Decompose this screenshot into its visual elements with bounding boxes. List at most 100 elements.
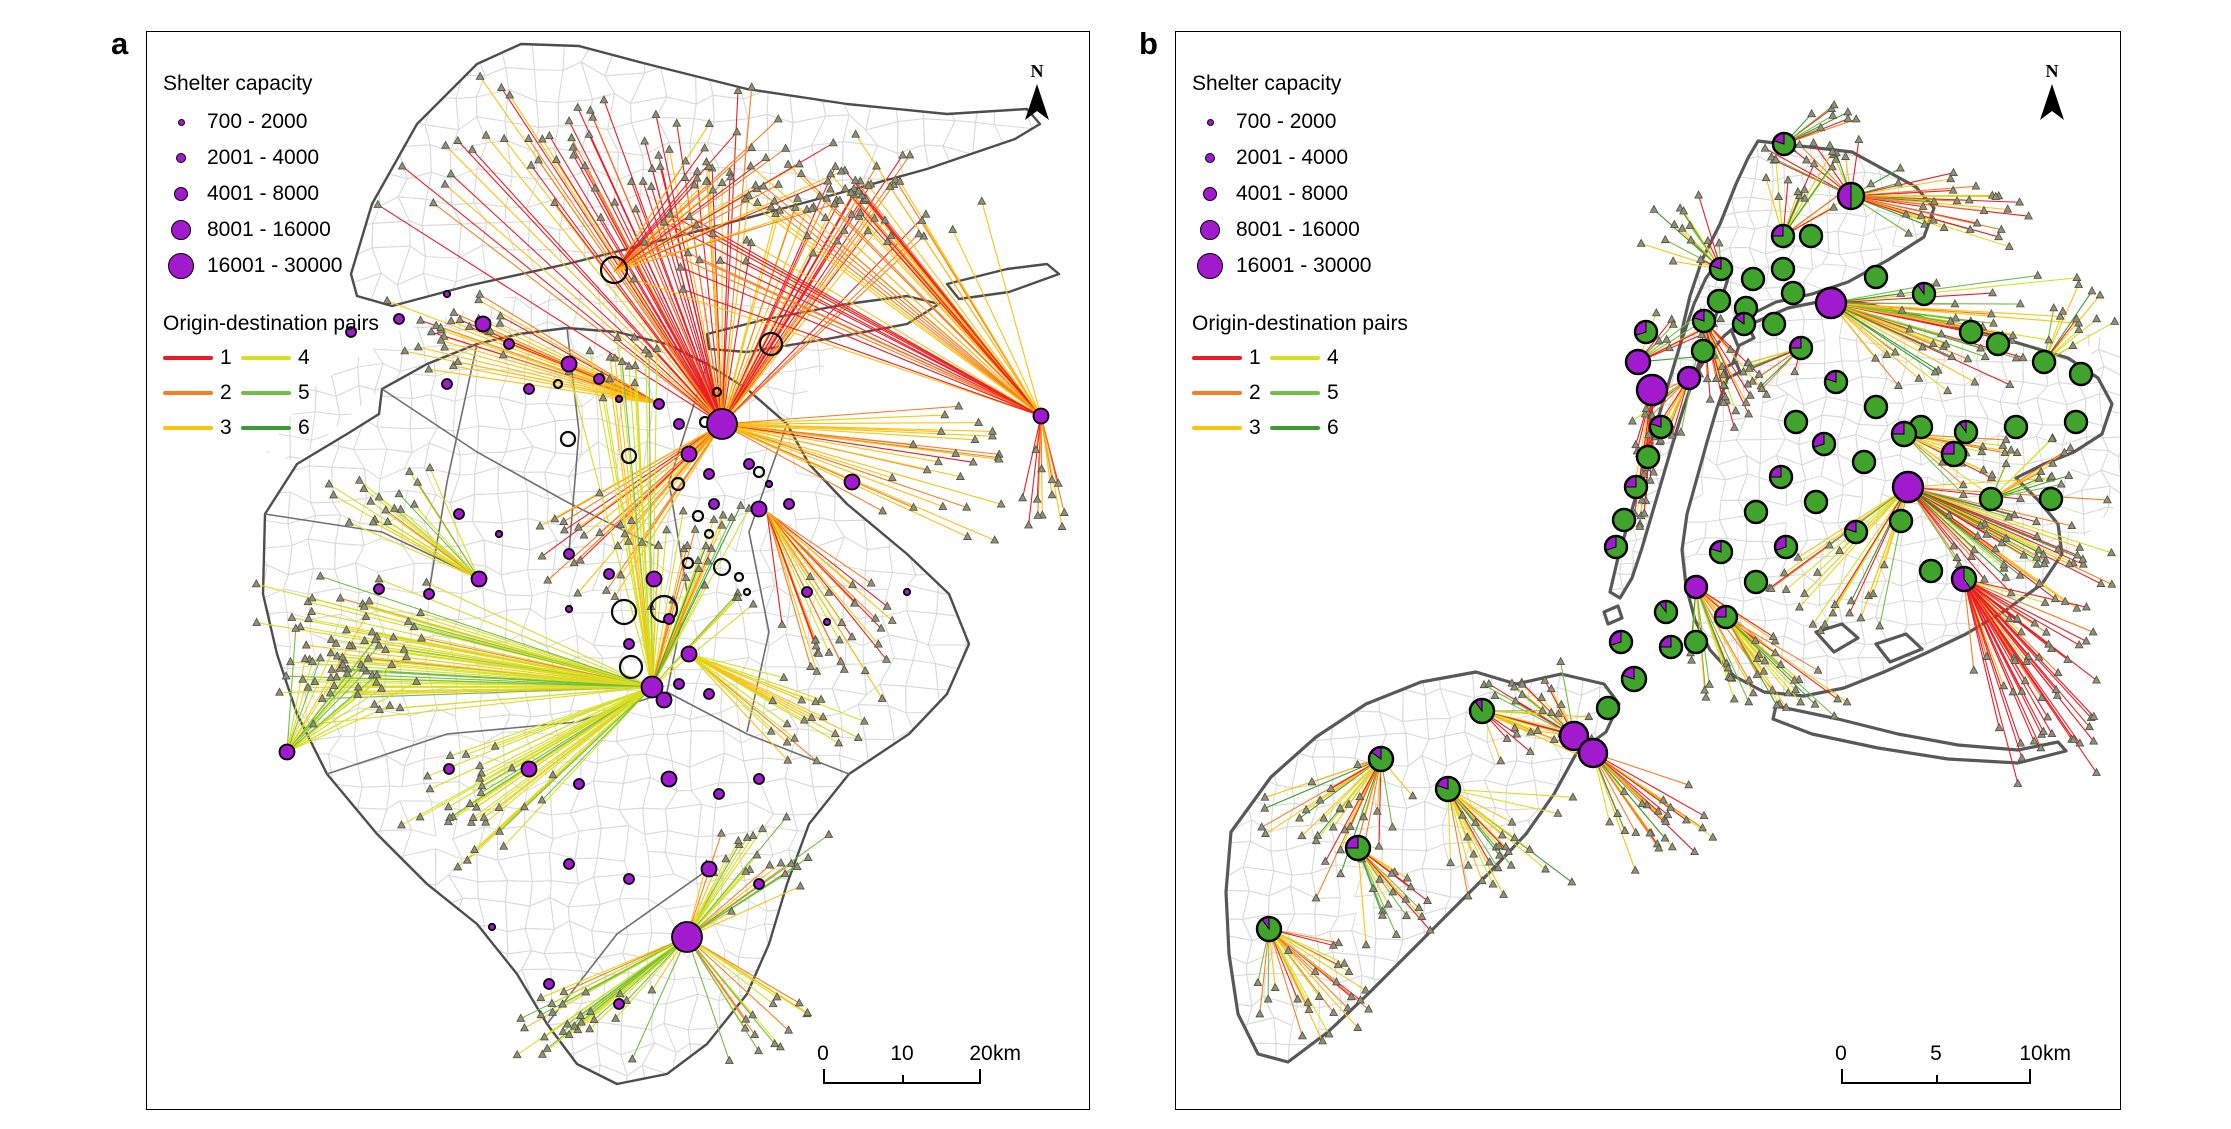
- origin-triangle-icon: [475, 760, 485, 770]
- tract-texture: [1310, 690, 1338, 714]
- origin-triangle-icon: [786, 858, 796, 867]
- origin-triangle-icon: [836, 166, 846, 175]
- origin-triangle-icon: [836, 656, 846, 665]
- origin-triangle-icon: [664, 144, 674, 153]
- od-line: [858, 190, 1042, 417]
- legend-od-label: 5: [298, 380, 310, 404]
- origin-triangle-icon: [426, 327, 436, 336]
- od-line: [2043, 294, 2101, 363]
- tract-texture: [545, 1092, 575, 1109]
- tract-texture: [1571, 891, 1607, 921]
- origin-triangle-icon: [303, 682, 313, 691]
- origin-triangle-icon: [933, 456, 943, 466]
- od-line: [1268, 928, 1337, 983]
- tract-texture: [1631, 283, 1650, 299]
- origin-triangle-icon: [440, 179, 450, 188]
- od-line: [1695, 586, 1773, 691]
- origin-triangle-icon: [882, 601, 892, 610]
- tract-texture: [842, 873, 866, 908]
- shelter-circle: [822, 617, 832, 627]
- od-line: [721, 184, 895, 425]
- tract-texture: [1582, 867, 1605, 895]
- origin-triangle-icon: [1668, 256, 1678, 265]
- tract-texture: [353, 923, 381, 955]
- origin-triangle-icon: [796, 168, 806, 178]
- tract-texture: [370, 32, 409, 38]
- origin-triangle-icon: [1649, 467, 1659, 476]
- tract-texture: [1594, 358, 1607, 374]
- origin-triangle-icon: [721, 854, 731, 863]
- origin-triangle-icon: [475, 289, 485, 298]
- tract-texture: [1858, 700, 1885, 724]
- od-line: [363, 488, 480, 580]
- origin-triangle-icon: [784, 1025, 794, 1034]
- origin-triangle-icon: [547, 998, 557, 1007]
- tract-texture: [909, 993, 935, 1022]
- origin-triangle-icon: [1793, 186, 1803, 196]
- origin-triangle-icon: [1702, 373, 1712, 383]
- od-line: [631, 423, 723, 522]
- origin-triangle-icon: [954, 401, 964, 410]
- tract-texture: [1418, 1063, 1442, 1095]
- od-line: [1268, 928, 1320, 998]
- origin-triangle-icon: [1744, 409, 1754, 418]
- od-line: [1963, 578, 2052, 650]
- legend-od-label: 3: [220, 415, 232, 439]
- shelter-ring: [559, 430, 577, 448]
- od-line: [312, 597, 653, 688]
- tract-texture: [234, 1094, 263, 1109]
- tract-texture: [1226, 688, 1256, 718]
- origin-triangle-icon: [499, 133, 509, 143]
- od-line: [766, 511, 783, 625]
- tract-texture: [1670, 525, 1684, 543]
- origin-triangle-icon: [792, 861, 802, 871]
- tract-texture: [983, 1097, 1007, 1109]
- tract-texture: [927, 808, 964, 826]
- tract-texture: [1618, 276, 1638, 291]
- tract-texture: [1861, 677, 1885, 696]
- tract-texture: [2098, 332, 2120, 359]
- tract-texture: [784, 1092, 818, 1109]
- panel-a-map: Shelter capacity 700 - 2000 2001 - 4000 40…: [146, 31, 1090, 1110]
- od-color-swatch: [241, 355, 291, 360]
- od-line: [688, 653, 784, 679]
- tract-texture: [1226, 868, 1228, 895]
- shelter-ring: [599, 255, 629, 285]
- origin-triangle-icon: [851, 129, 861, 138]
- origin-triangle-icon: [676, 262, 686, 271]
- coastline-governors-island: [1602, 604, 1624, 626]
- tract-texture: [395, 44, 429, 69]
- origin-triangle-icon: [646, 181, 656, 190]
- tract-texture: [932, 977, 959, 1008]
- od-line: [1040, 415, 1065, 513]
- origin-triangle-icon: [338, 659, 348, 669]
- origin-triangle-icon: [1059, 507, 1069, 516]
- legend-shelter-class-label: 16001 - 30000: [207, 254, 343, 277]
- origin-triangle-icon: [882, 236, 892, 246]
- tract-texture: [954, 709, 969, 739]
- tract-texture: [292, 993, 315, 1023]
- origin-triangle-icon: [940, 410, 950, 419]
- origin-triangle-icon: [461, 749, 471, 758]
- origin-triangle-icon: [307, 656, 317, 665]
- od-line: [503, 686, 653, 847]
- tract-texture: [1595, 300, 1609, 312]
- origin-triangle-icon: [776, 858, 786, 867]
- tract-texture: [910, 898, 934, 935]
- region-fill-changxing-island: [707, 296, 939, 352]
- tract-texture: [263, 858, 270, 881]
- shelter-ring: [691, 509, 705, 523]
- tract-texture: [1643, 273, 1662, 292]
- origin-triangle-icon: [1809, 138, 1818, 147]
- tract-texture: [1548, 843, 1584, 877]
- scalebar-midtick: [902, 1075, 904, 1082]
- tract-texture: [1264, 672, 1300, 678]
- origin-triangle-icon: [1794, 190, 1804, 200]
- tract-texture: [961, 802, 969, 841]
- tract-texture: [894, 44, 930, 53]
- tract-texture: [741, 1043, 770, 1077]
- od-line: [1703, 320, 1768, 395]
- origin-triangle-icon: [752, 197, 762, 206]
- tract-texture: [1556, 780, 1582, 811]
